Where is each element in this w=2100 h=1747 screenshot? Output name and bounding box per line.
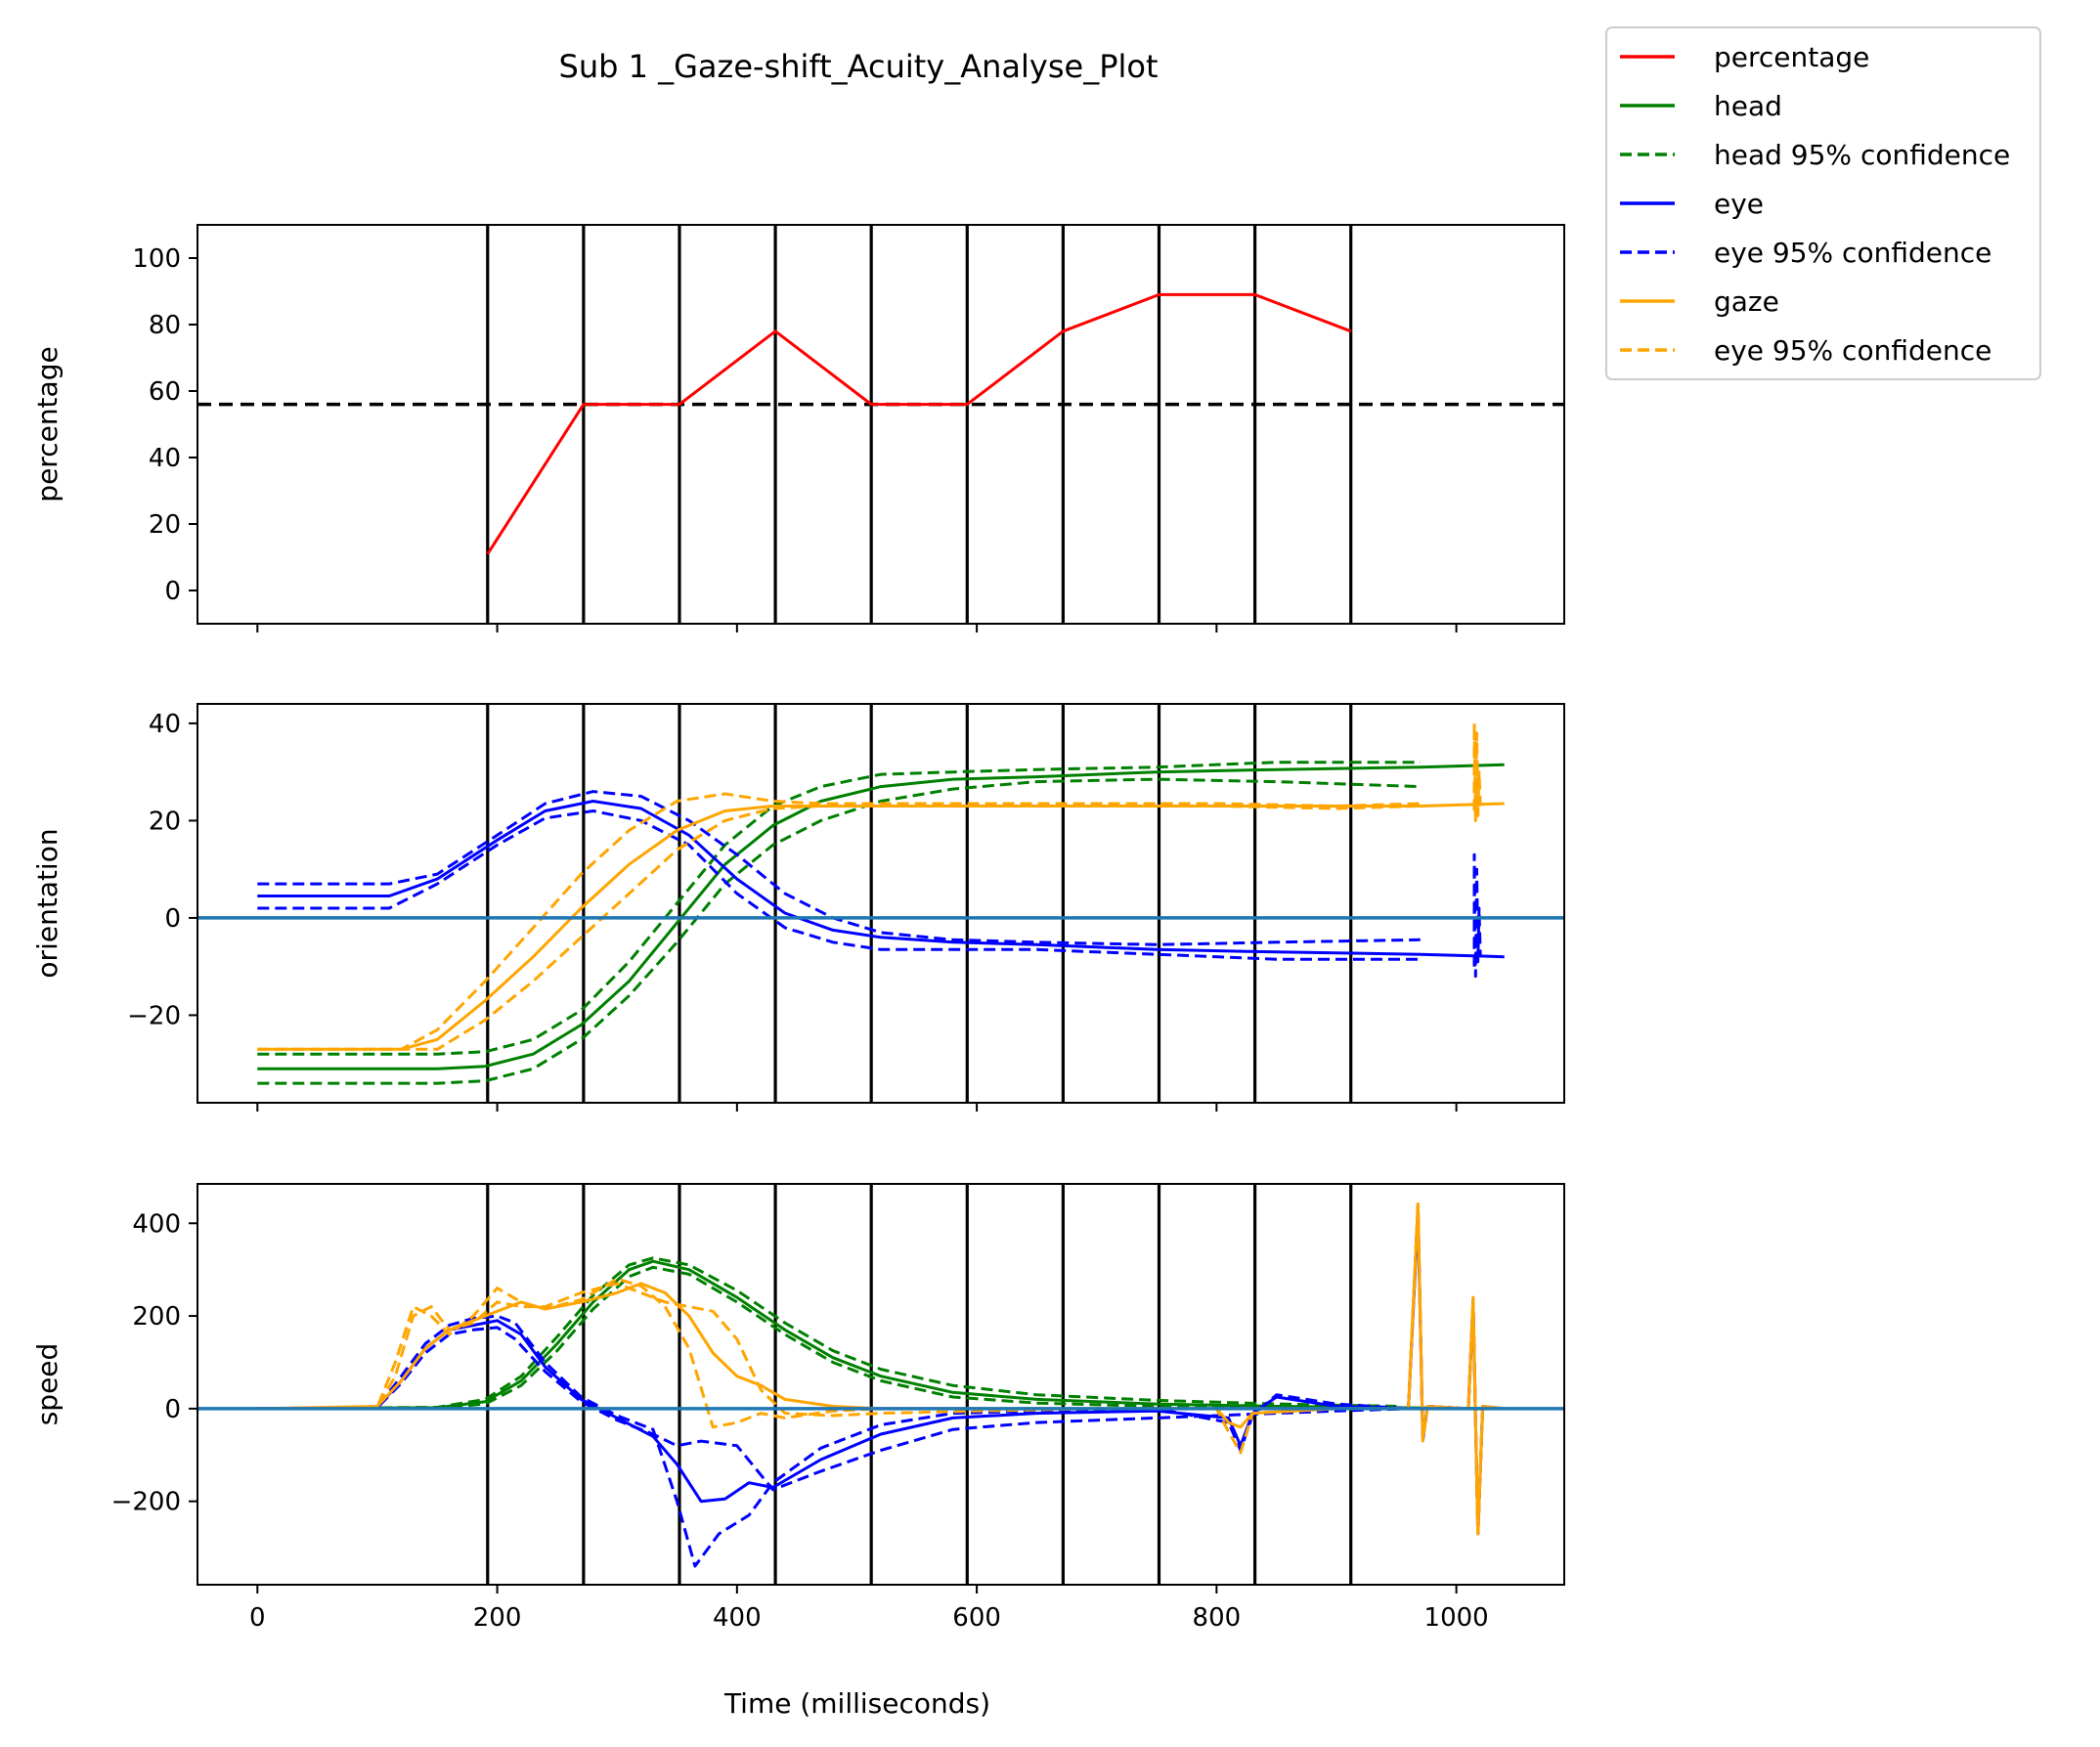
x-tick-label: 1000 [1424,1603,1489,1633]
y-tick-label: 80 [149,311,181,340]
y-tick-label: 40 [149,444,181,473]
legend-label: eye 95% confidence [1714,334,1991,367]
y-tick-label: −20 [127,1001,181,1030]
y-tick-label: 20 [149,510,181,540]
legend-item: eye [1620,188,1764,220]
series-line-8 [257,1201,1485,1538]
legend-item: percentage [1620,41,1869,73]
x-tick-label: 200 [473,1603,522,1633]
series-line-2 [257,761,1421,1056]
panel-frame [197,1183,1565,1586]
y-tick-label: −200 [111,1488,181,1517]
y-tick-label: 0 [164,1395,181,1424]
y-tick-label: 0 [164,577,181,606]
legend-box [1605,26,2041,380]
panel-frame [197,703,1565,1104]
series-line-11 [1472,721,1482,822]
y-axis-label: orientation [31,828,64,978]
series-line-7 [1472,852,1482,979]
y-tick-label: 400 [132,1209,181,1239]
legend-item: gaze [1620,285,1779,318]
legend-item: eye 95% confidence [1620,237,1991,269]
y-tick-label: 20 [149,807,181,836]
legend-label: head 95% confidence [1714,139,2010,171]
panel-2-plot-area [197,704,1564,1103]
x-tick-label: 600 [952,1603,1001,1633]
series-line-1 [257,763,1505,1070]
y-tick-label: 0 [164,904,181,934]
panels-layer: 020406080100percentage−2002040orientatio… [31,224,1565,1633]
legend-label: eye [1714,188,1764,220]
series-line-3 [257,777,1421,1085]
x-axis-label: Time (milliseconds) [723,1687,990,1720]
y-axis-label: percentage [31,346,64,502]
y-tick-label: 200 [132,1302,181,1332]
series-line-9 [257,1282,1409,1418]
y-tick-label: 100 [132,244,181,274]
series-line-6 [257,1326,1409,1492]
legend-label: head [1714,90,1782,122]
series-line-8 [257,802,1505,1051]
series-line-5 [257,1202,1485,1568]
panel-3-plot-area [197,1184,1564,1585]
panel-1-plot-area [197,225,1564,624]
series-line-9 [257,792,1421,1051]
panel-frame [197,224,1565,625]
y-axis-label: speed [31,1343,64,1426]
x-tick-label: 400 [713,1603,762,1633]
panel-1: 0 20 40 60 80 100 percentage [31,224,1565,633]
legend-label: eye 95% confidence [1714,237,1991,269]
legend-item: head 95% confidence [1620,139,2010,171]
panel-3: −200 0 200 400 0 200 400 600 800 1000 speed [31,1183,1565,1633]
series-line-5 [257,790,1421,946]
series-line-1 [486,292,1352,555]
series-line-4 [257,1212,1505,1536]
legend-label: gaze [1714,285,1779,318]
legend-item: head [1620,90,1782,122]
y-tick-label: 60 [149,377,181,407]
panel-2: −20 0 20 40 orientation [31,703,1565,1112]
x-tick-label: 800 [1193,1603,1242,1633]
series-line-4 [257,800,1505,959]
series-line-10 [257,805,1421,1051]
legend: percentage head head 95% confidence eye eye … [1605,26,2041,380]
chart-title: Sub 1 _Gaze-shift_Acuity_Analyse_Plot [559,48,1159,85]
series-line-1 [257,1259,1505,1411]
legend-label: percentage [1714,41,1869,73]
y-tick-label: 40 [149,710,181,739]
series-line-2 [257,1256,1397,1411]
x-tick-label: 0 [249,1603,266,1633]
series-line-6 [257,809,1421,961]
series-line-3 [257,1265,1397,1411]
legend-item: eye 95% confidence [1620,334,1991,367]
